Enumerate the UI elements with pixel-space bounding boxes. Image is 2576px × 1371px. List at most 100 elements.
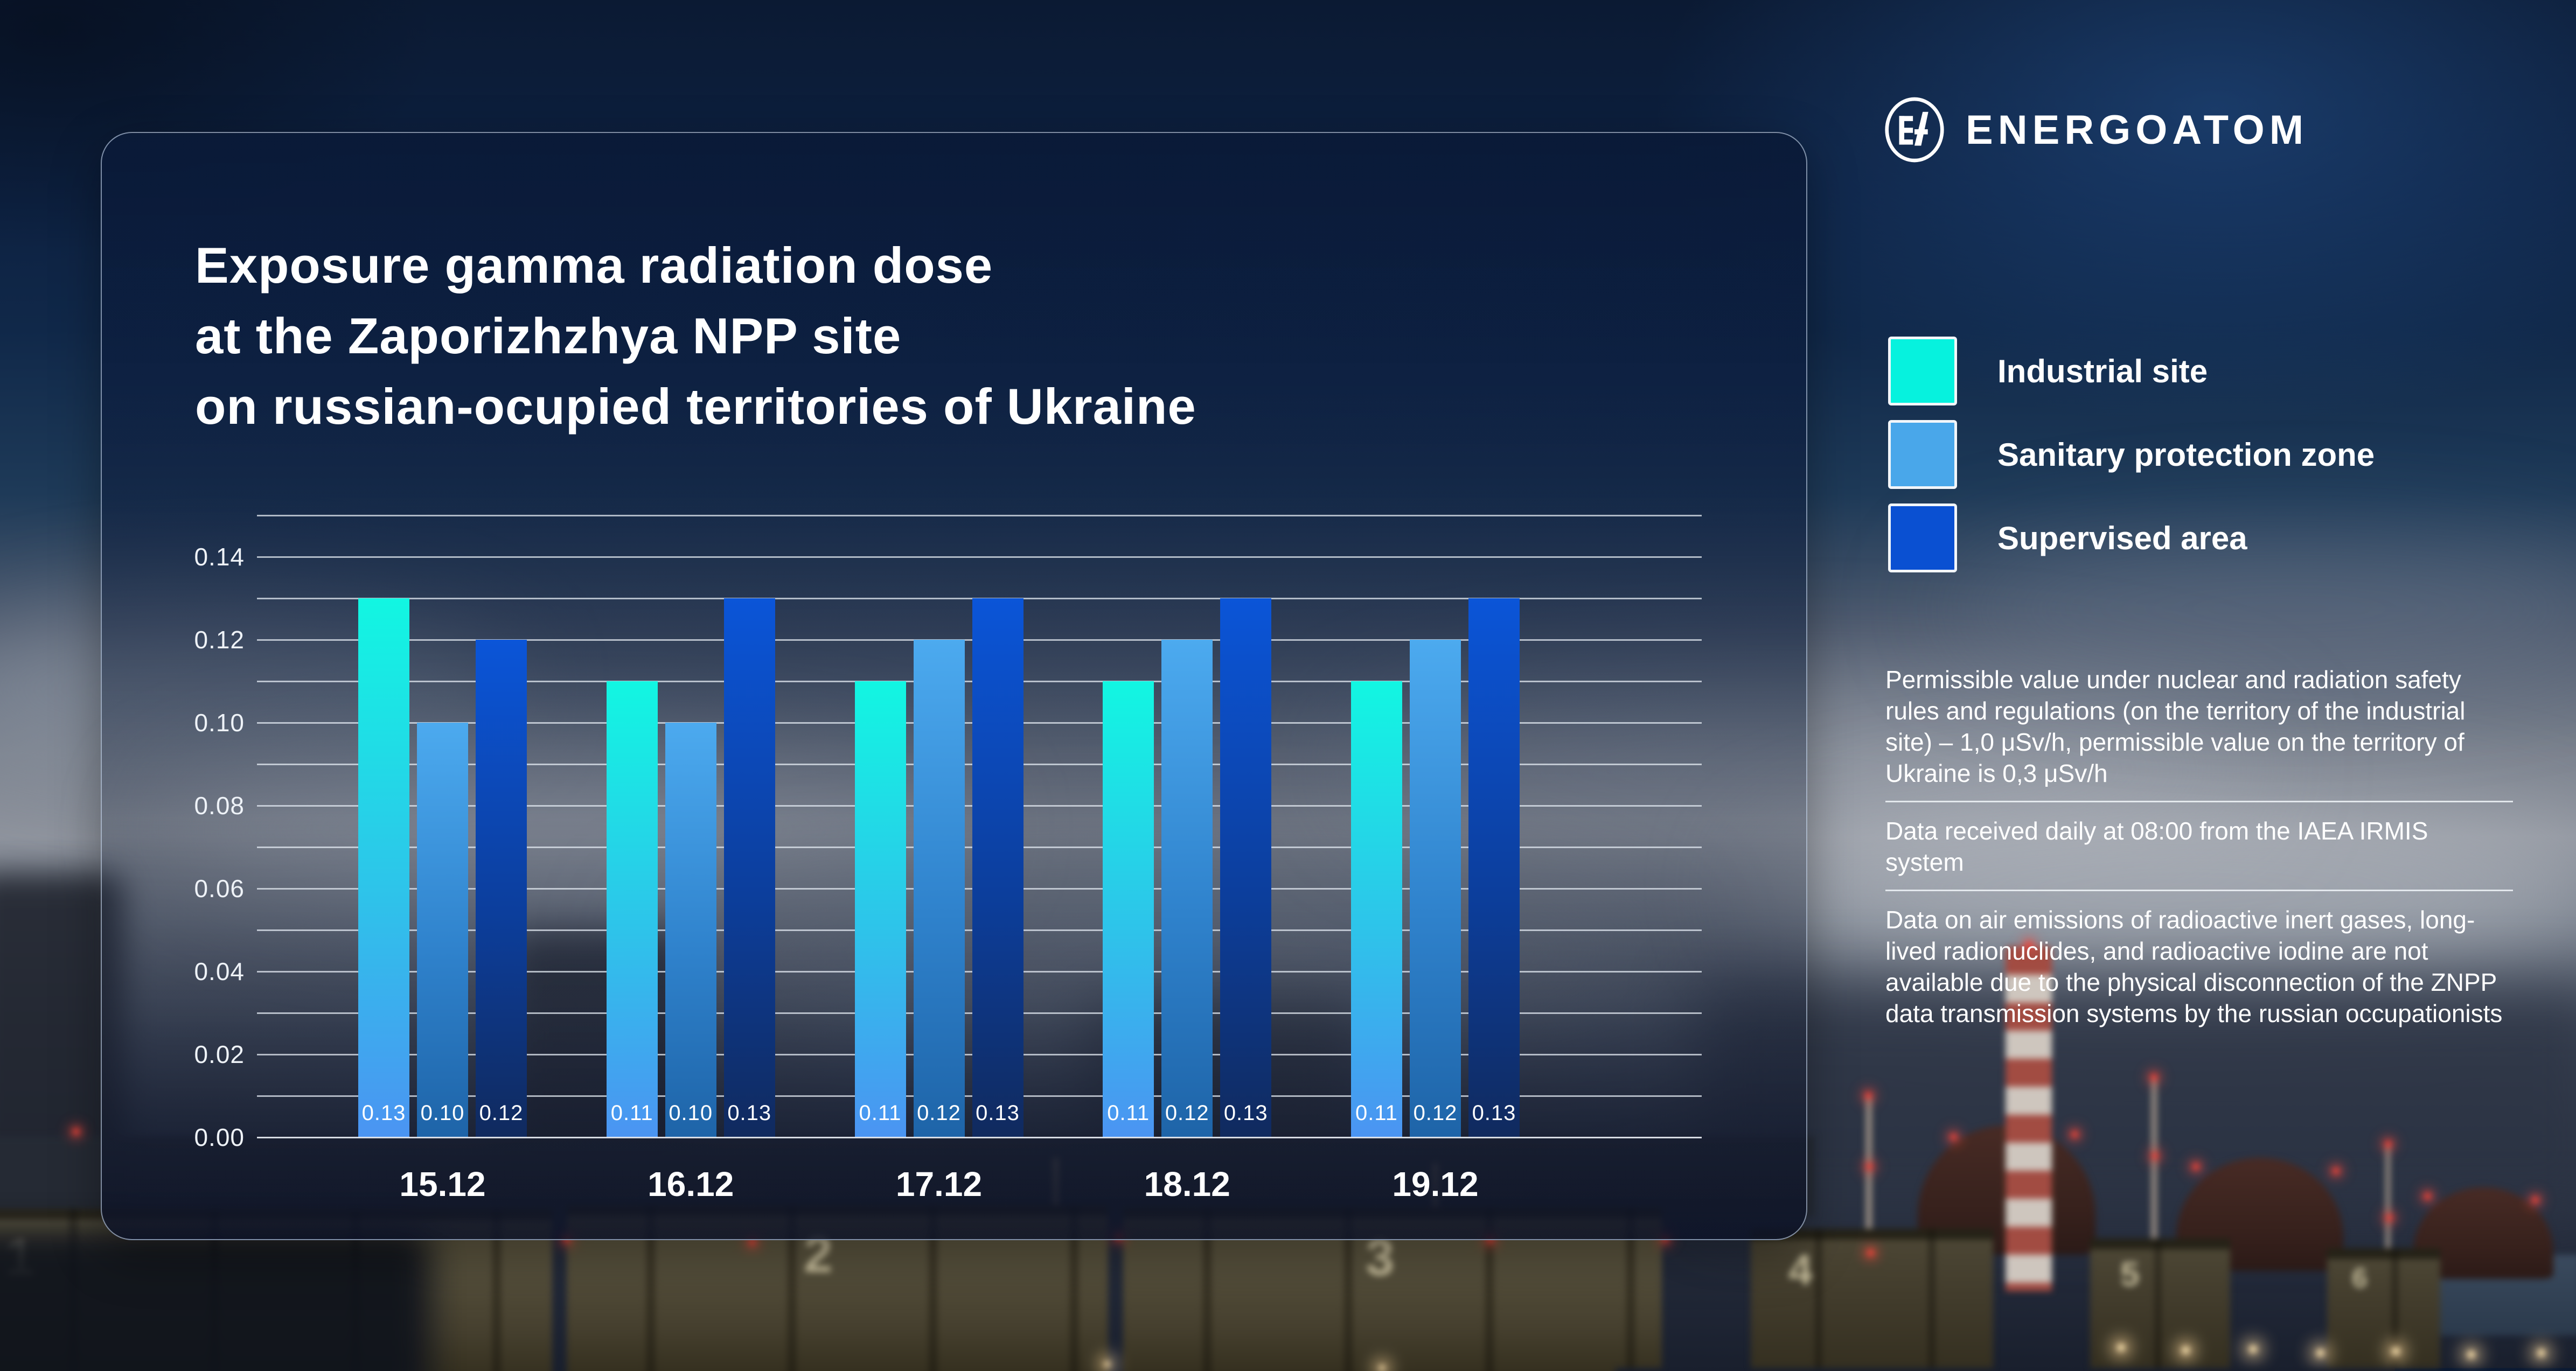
divider	[1885, 890, 2513, 891]
foreground-silhouette	[0, 1228, 431, 1371]
aviation-light	[2385, 1141, 2392, 1148]
bar-industrial-site: 0.13	[358, 598, 409, 1137]
bar-group: 0.13 0.10 0.12	[358, 515, 527, 1137]
chart-title-line: Exposure gamma radiation dose	[195, 230, 1196, 300]
bar-value-label: 0.12	[1410, 1101, 1461, 1125]
roof-light	[73, 1128, 80, 1135]
bar-value-label: 0.12	[914, 1101, 965, 1125]
chart-legend: Industrial site Sanitary protection zone S…	[1888, 337, 2375, 587]
chart-title: Exposure gamma radiation dose at the Zap…	[195, 230, 1196, 442]
bar-value-label: 0.10	[417, 1101, 468, 1125]
y-axis: 0.00 0.02 0.04 0.06 0.08 0.10 0.12 0.14	[102, 515, 245, 1137]
bar-value-label: 0.13	[1220, 1101, 1271, 1125]
aviation-light	[2150, 1074, 2157, 1081]
floodlight	[2117, 1344, 2125, 1352]
bar-sanitary-protection-zone: 0.12	[1410, 640, 1461, 1137]
bar-value-label: 0.13	[972, 1101, 1024, 1125]
bar-industrial-site: 0.11	[607, 681, 658, 1137]
note-permissible-value: Permissible value under nuclear and radi…	[1885, 664, 2513, 789]
legend-item: Supervised area	[1888, 503, 2375, 572]
floodlight	[2537, 1349, 2545, 1357]
bar-supervised-area: 0.13	[1220, 598, 1271, 1137]
bar-group: 0.11 0.12 0.13	[855, 515, 1024, 1137]
bar-sanitary-protection-zone: 0.12	[914, 640, 965, 1137]
floodlight	[2249, 1345, 2257, 1353]
floodlight	[1379, 1365, 1385, 1371]
divider	[1885, 801, 2513, 802]
bar-value-label: 0.13	[358, 1101, 409, 1125]
bar-value-label: 0.12	[476, 1101, 527, 1125]
x-category-label: 15.12	[358, 1164, 527, 1204]
logo-wordmark: ENERGOATOM	[1966, 107, 2308, 153]
note-data-source: Data received daily at 08:00 from the IA…	[1885, 815, 2513, 878]
y-tick-label: 0.14	[102, 542, 245, 571]
y-tick-label: 0.00	[102, 1123, 245, 1152]
bar-sanitary-protection-zone: 0.10	[417, 723, 468, 1137]
floodlight	[1104, 1361, 1110, 1367]
bar-sanitary-protection-zone: 0.10	[665, 723, 716, 1137]
chart-title-line: at the Zaporizhzhya NPP site	[195, 300, 1196, 371]
bar-supervised-area: 0.13	[1468, 598, 1520, 1137]
gridline-baseline	[257, 1137, 1702, 1138]
y-tick-label: 0.12	[102, 625, 245, 654]
x-axis-categories: 15.12 16.12 17.12 18.12 19.12	[358, 1164, 1520, 1204]
chart-title-line: on russian-ocupied territories of Ukrain…	[195, 371, 1196, 442]
chart-card: Exposure gamma radiation dose at the Zap…	[101, 132, 1807, 1240]
unit-number: 5	[2120, 1257, 2230, 1291]
bar-value-label: 0.13	[1468, 1101, 1520, 1125]
bar-industrial-site: 0.11	[855, 681, 906, 1137]
legend-item: Industrial site	[1888, 337, 2375, 405]
bar-value-label: 0.11	[1103, 1101, 1154, 1125]
bar-value-label: 0.11	[1351, 1101, 1402, 1125]
plant-building-unit5: 5	[2090, 1239, 2230, 1371]
bar-industrial-site: 0.11	[1103, 681, 1154, 1137]
legend-label: Sanitary protection zone	[1997, 436, 2375, 473]
legend-label: Industrial site	[1997, 353, 2208, 390]
floodlight	[2316, 1349, 2324, 1357]
dome-light	[1950, 1134, 1957, 1141]
aviation-light	[2386, 1214, 2393, 1221]
notes-column: Permissible value under nuclear and radi…	[1885, 664, 2513, 1029]
aviation-light	[1867, 1249, 1874, 1256]
bar-value-label: 0.11	[607, 1101, 658, 1125]
bar-groups: 0.13 0.10 0.12 0.11 0.10 0.13 0.11 0.12 0.13 0.11…	[358, 515, 1520, 1137]
bar-group: 0.11 0.12 0.13	[1103, 515, 1271, 1137]
unit-number: 6	[2352, 1264, 2440, 1292]
bar-sanitary-protection-zone: 0.12	[1161, 640, 1213, 1137]
bar-value-label: 0.11	[855, 1101, 906, 1125]
energoatom-logo-icon	[1884, 96, 1945, 164]
x-category-label: 17.12	[855, 1164, 1024, 1204]
y-tick-label: 0.10	[102, 708, 245, 737]
bar-value-label: 0.13	[724, 1101, 775, 1125]
bar-group: 0.11 0.12 0.13	[1351, 515, 1520, 1137]
y-tick-label: 0.04	[102, 957, 245, 986]
legend-swatch	[1888, 503, 1957, 572]
bar-supervised-area: 0.12	[476, 640, 527, 1137]
y-tick-label: 0.06	[102, 874, 245, 903]
aviation-light	[2152, 1152, 2159, 1159]
bar-value-label: 0.10	[665, 1101, 716, 1125]
bar-industrial-site: 0.11	[1351, 681, 1402, 1137]
note-emissions-unavailable: Data on air emissions of radioactive ine…	[1885, 904, 2513, 1029]
aviation-light	[1865, 1092, 1872, 1099]
y-tick-label: 0.08	[102, 791, 245, 820]
x-category-label: 16.12	[607, 1164, 775, 1204]
dome-light	[2071, 1131, 2078, 1138]
bar-value-label: 0.12	[1161, 1101, 1213, 1125]
x-category-label: 18.12	[1103, 1164, 1271, 1204]
bar-supervised-area: 0.13	[724, 598, 775, 1137]
dome-light	[2532, 1197, 2539, 1204]
dome-light	[2424, 1193, 2431, 1200]
floodlight	[2182, 1346, 2190, 1354]
unit-number: 4	[1788, 1248, 1993, 1291]
dome-light	[2192, 1163, 2199, 1170]
legend-swatch	[1888, 420, 1957, 489]
legend-item: Sanitary protection zone	[1888, 420, 2375, 489]
floodlight	[2392, 1347, 2400, 1355]
y-tick-label: 0.02	[102, 1040, 245, 1069]
floodlight	[2467, 1351, 2475, 1359]
bar-supervised-area: 0.13	[972, 598, 1024, 1137]
plant-building-unit6: 6	[2327, 1248, 2440, 1371]
aviation-light	[1866, 1163, 1873, 1170]
bar-group: 0.11 0.10 0.13	[607, 515, 775, 1137]
